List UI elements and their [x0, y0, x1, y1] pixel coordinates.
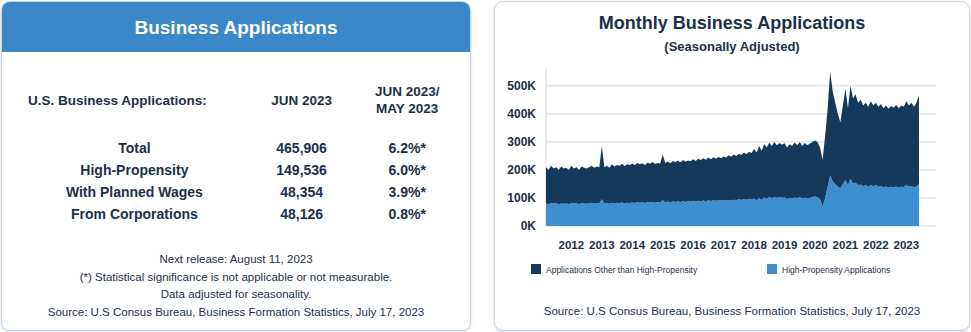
x-tick-label: 2015: [650, 239, 676, 251]
note: Next release: August 11, 2023: [2, 251, 470, 269]
x-tick-label: 2021: [833, 239, 859, 251]
x-tick-label: 2018: [741, 239, 767, 251]
x-tick-label: 2022: [863, 239, 889, 251]
legend-label: Applications Other than High-Propensity: [546, 265, 698, 275]
y-tick-label: 300K: [507, 135, 536, 149]
chart-subtitle: (Seasonally Adjusted): [495, 39, 969, 54]
x-tick-label: 2023: [894, 239, 920, 251]
summary-card: Business Applications U.S. Business Appli…: [1, 1, 471, 331]
spacer-row: [20, 126, 460, 137]
data-cell: With Planned Wages: [20, 181, 249, 203]
spacer: [20, 126, 460, 137]
x-tick-label: 2020: [802, 239, 828, 251]
data-row: High-Propensity149,5366.0%*: [20, 159, 460, 181]
data-cell: 0.8%*: [354, 203, 460, 225]
data-cell: 149,536: [249, 159, 355, 181]
y-tick-label: 200K: [507, 163, 536, 177]
data-row: From Corporations48,1260.8%*: [20, 203, 460, 225]
card-title: Business Applications: [2, 2, 470, 52]
chart-svg: 0K 100K 200K 300K 400K 500K 2012 2013 2014 2015 20…: [495, 2, 969, 330]
chart-title: Monthly Business Applications: [495, 13, 969, 34]
legend-swatch: [531, 264, 541, 274]
x-tick-label: 2013: [589, 239, 615, 251]
note: Data adjusted for seasonality.: [2, 286, 470, 304]
y-tick-label: 400K: [507, 107, 536, 121]
notes: Next release: August 11, 2023(*) Statist…: [2, 251, 470, 321]
note: (*) Statistical significance is not appl…: [2, 269, 470, 287]
chart-card: Monthly Business Applications (Seasonally…: [494, 1, 970, 331]
header-row: U.S. Business Applications:JUN 2023JUN 2…: [20, 74, 460, 126]
data-row: Total465,9066.2%*: [20, 137, 460, 159]
header-cell: JUN 2023: [249, 74, 355, 126]
source-note: Source: U.S Consus Bureau, Business Form…: [544, 305, 921, 317]
data-cell: 48,126: [249, 203, 355, 225]
data-row: With Planned Wages48,3543.9%*: [20, 181, 460, 203]
data-cell: High-Propensity: [20, 159, 249, 181]
data-cell: 6.2%*: [354, 137, 460, 159]
summary-table: U.S. Business Applications:JUN 2023JUN 2…: [20, 74, 460, 225]
legend-label: High-Propensity Applications: [782, 265, 890, 275]
plot-area: [546, 72, 919, 226]
data-cell: 465,906: [249, 137, 355, 159]
x-tick-label: 2019: [772, 239, 798, 251]
data-cell: Total: [20, 137, 249, 159]
y-tick-label: 500K: [507, 79, 536, 93]
y-tick-label: 100K: [507, 191, 536, 205]
data-cell: From Corporations: [20, 203, 249, 225]
data-cell: 6.0%*: [354, 159, 460, 181]
area-series: [546, 72, 919, 207]
x-tick-label: 2016: [680, 239, 706, 251]
header-cell: JUN 2023/ MAY 2023: [354, 74, 460, 126]
x-tick-label: 2012: [559, 239, 585, 251]
x-tick-label: 2014: [619, 239, 645, 251]
x-tick-label: 2017: [711, 239, 737, 251]
note: Source: U.S Consus Bureau, Business Form…: [2, 304, 470, 322]
data-cell: 3.9%*: [354, 181, 460, 203]
legend-swatch: [767, 264, 777, 274]
data-cell: 48,354: [249, 181, 355, 203]
y-tick-label: 0K: [521, 219, 537, 233]
grid-line: [546, 85, 936, 86]
header-cell: U.S. Business Applications:: [20, 74, 249, 126]
